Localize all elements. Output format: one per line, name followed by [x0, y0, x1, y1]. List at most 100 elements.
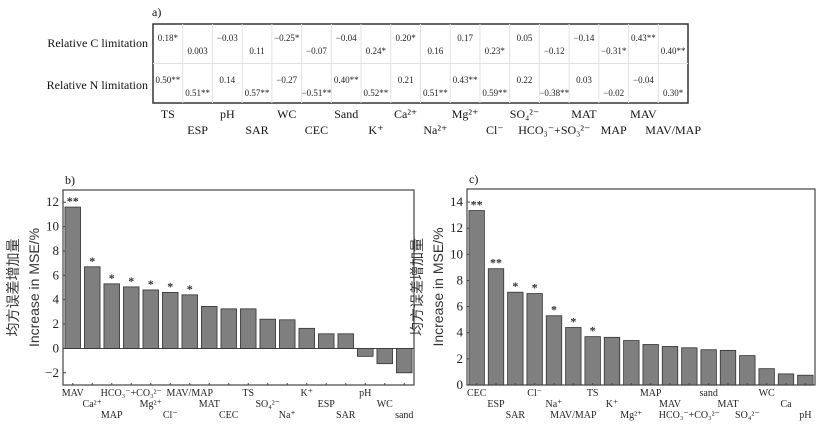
- x-tick-label: ESP: [318, 399, 336, 410]
- table-cell: 0.50**: [155, 75, 180, 85]
- x-tick-label: Ca: [780, 399, 792, 410]
- significance-mark: *: [187, 282, 193, 296]
- y-tick-label: 2: [53, 316, 60, 331]
- column-label: CEC: [305, 123, 328, 137]
- table-cell: 0.24*: [366, 46, 387, 56]
- y-tick-label: 0: [53, 340, 60, 355]
- x-tick-label: SAR: [336, 410, 356, 421]
- y-tick-label: 6: [457, 299, 464, 314]
- bar: [468, 210, 485, 386]
- x-tick-label: CEC: [467, 388, 487, 399]
- significance-mark: *: [551, 303, 557, 317]
- bar: [357, 348, 374, 357]
- significance-mark: *: [532, 281, 538, 295]
- bar: [318, 333, 335, 349]
- bar: [700, 349, 717, 386]
- bar: [123, 286, 140, 349]
- x-tick-label: MAP: [640, 388, 662, 399]
- column-label: ESP: [187, 123, 208, 137]
- x-tick-label: HCO₃⁻+CO₃²⁻: [101, 388, 162, 399]
- significance-mark: *: [128, 274, 134, 288]
- bar: [758, 368, 775, 386]
- bar: [220, 308, 237, 349]
- table-cell: 0.51**: [185, 88, 210, 98]
- table-cell: 0.11: [249, 46, 264, 56]
- bar: [623, 340, 640, 386]
- column-label: MAP: [601, 123, 627, 137]
- x-tick-label: WC: [377, 399, 393, 410]
- table-cell: 0.22: [517, 75, 533, 85]
- table-cell: −0.12: [544, 46, 565, 56]
- bar: [337, 333, 354, 349]
- column-label: Ca²⁺: [394, 107, 417, 121]
- bar: [64, 206, 81, 349]
- column-label: K⁺: [368, 123, 383, 137]
- x-tick-label: Mg²⁺: [620, 410, 642, 421]
- y-tick-label: 8: [53, 243, 60, 258]
- bar: [201, 305, 218, 349]
- table-cell: −0.07: [306, 46, 327, 56]
- bar: [661, 346, 679, 386]
- x-tick-label: MAV: [659, 399, 682, 410]
- x-tick-label: Cl⁻: [163, 410, 178, 421]
- bar: [526, 293, 543, 386]
- significance-mark: **: [67, 194, 79, 208]
- bar: [259, 318, 276, 349]
- bar: [298, 327, 315, 349]
- table-cell: 0.43**: [453, 75, 478, 85]
- correlation-table: a) Relative C limitation 0.18* 0.003 −0.03 0.…: [47, 5, 702, 137]
- x-tick-label: pH: [799, 410, 811, 421]
- x-tick-label: Ca²⁺: [83, 399, 102, 410]
- bar: [681, 347, 698, 386]
- bar: [103, 283, 120, 349]
- significance-mark: **: [471, 198, 483, 212]
- x-tick-label: pH: [359, 388, 371, 399]
- table-cell: 0.05: [517, 33, 533, 43]
- table-cell: 0.51**: [423, 88, 448, 98]
- x-tick-label: Na⁺: [546, 399, 563, 410]
- x-tick-label: MAV: [62, 388, 85, 399]
- y-tick-label: 12: [450, 220, 463, 235]
- significance-mark: *: [590, 324, 596, 338]
- x-tick-label: TS: [587, 388, 599, 399]
- table-cell: 0.20*: [396, 33, 417, 43]
- table-cell: −0.38**: [539, 88, 569, 98]
- table-cell: 0.30*: [663, 88, 684, 98]
- bar: [719, 349, 737, 386]
- y-axis-label-cn: 均方误差增加量: [5, 239, 21, 337]
- column-label: WC: [277, 107, 296, 121]
- bar: [565, 327, 582, 386]
- panel-label: c): [469, 172, 478, 186]
- significance-mark: *: [570, 315, 576, 329]
- significance-mark: *: [109, 271, 115, 285]
- table-cell: 0.52**: [364, 88, 389, 98]
- table-cell: 0.57**: [245, 88, 270, 98]
- table-cell: −0.04: [633, 75, 654, 85]
- column-label: MAV: [630, 107, 657, 121]
- x-tick-label: HCO₃⁻+CO₃²⁻: [659, 410, 720, 421]
- x-tick-label: WC: [759, 388, 775, 399]
- x-tick-label: MAV/MAP: [167, 388, 214, 399]
- y-axis-label: Increase in MSE/%: [430, 227, 446, 346]
- table-cell: 0.23*: [485, 46, 506, 56]
- x-tick-label: SO₄²⁻: [735, 410, 760, 421]
- x-tick-label: Cl⁻: [527, 388, 542, 399]
- x-tick-label: MAP: [101, 410, 123, 421]
- bar: [376, 348, 393, 365]
- x-tick-label: SAR: [506, 410, 526, 421]
- significance-mark: *: [167, 279, 173, 293]
- y-tick-label: 6: [53, 267, 60, 282]
- x-tick-label: Na⁺: [279, 410, 296, 421]
- table-cell: −0.02: [603, 88, 624, 98]
- significance-mark: *: [89, 254, 95, 268]
- table-cell: 0.40**: [334, 75, 359, 85]
- y-tick-label: 8: [457, 272, 464, 287]
- column-label: Cl⁻: [486, 123, 504, 137]
- x-tick-label: sand: [699, 388, 717, 399]
- x-tick-label: CEC: [219, 410, 239, 421]
- table-cell: 0.43**: [631, 33, 656, 43]
- table-cell: 0.17: [457, 33, 473, 43]
